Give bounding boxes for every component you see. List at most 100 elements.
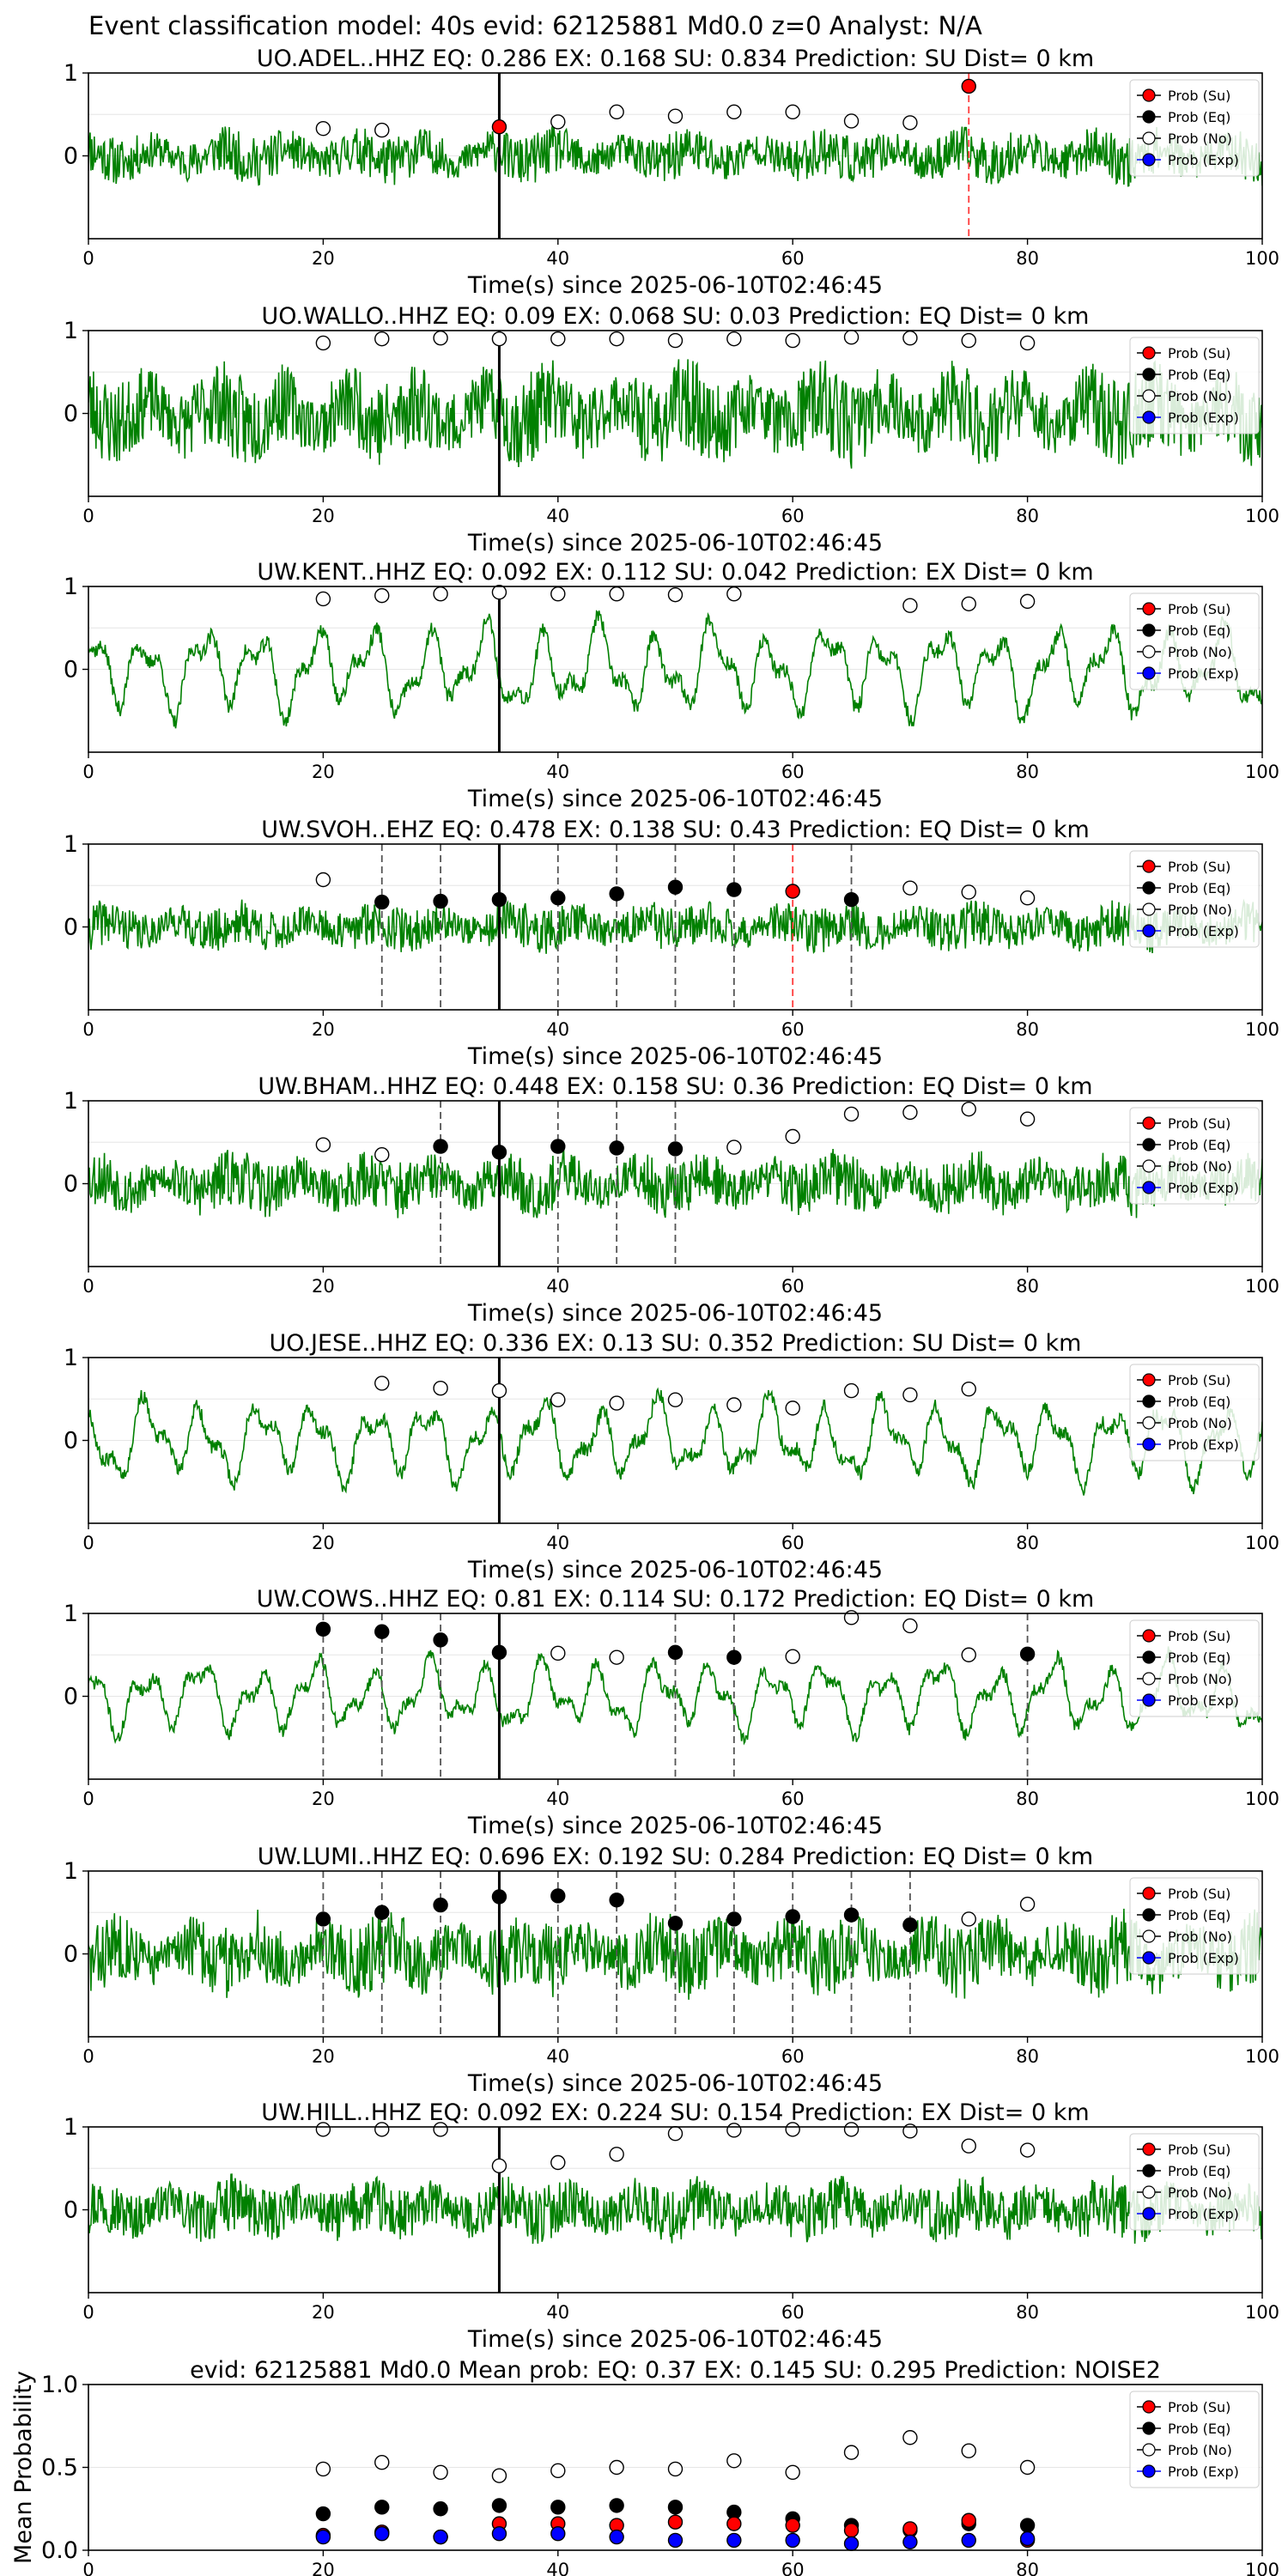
legend-label: Prob (Exp) (1168, 2206, 1239, 2222)
legend-marker-no (1142, 389, 1156, 403)
legend-box (1129, 1364, 1260, 1461)
prob-marker-no (726, 1139, 742, 1155)
mean-prob-marker-eq (609, 2498, 624, 2513)
prob-marker-eq (491, 1644, 507, 1661)
legend-marker-su (1142, 88, 1156, 102)
x-tick-label: 100 (1245, 1789, 1279, 1809)
x-tick-label: 40 (546, 1019, 569, 1040)
panel-title: UW.BHAM..HHZ EQ: 0.448 EX: 0.158 SU: 0.3… (258, 1073, 1092, 1100)
prob-marker-no (550, 1645, 566, 1662)
x-tick-label: 100 (1245, 506, 1279, 526)
prob-marker-no (1019, 890, 1036, 906)
legend: Prob (Su) Prob (Eq) Prob (No) Prob (Exp) (1129, 2391, 1260, 2488)
x-tick-label: 60 (781, 1789, 805, 1809)
prob-marker-no (315, 335, 331, 351)
legend-marker-eq (1142, 368, 1156, 381)
mean-prob-marker-no (491, 2468, 507, 2483)
prob-marker-no (961, 332, 976, 349)
legend-label: Prob (No) (1168, 1671, 1232, 1687)
prob-marker-no (961, 596, 976, 611)
legend-marker-exp (1142, 666, 1156, 680)
waveform-trace (88, 1387, 1262, 1496)
mean-prob-marker-no (315, 2461, 331, 2477)
prob-marker-no (1019, 593, 1036, 610)
prob-marker-eq (491, 891, 507, 908)
y-tick-label: 1 (64, 60, 78, 87)
prob-marker-su (491, 119, 507, 135)
y-tick-label: 0 (64, 1684, 78, 1710)
legend-box (1129, 850, 1260, 948)
x-tick-label: 40 (546, 1533, 569, 1553)
mean-prob-marker-su (961, 2512, 976, 2528)
panel-2: UO.WALLO..HHZ EQ: 0.09 EX: 0.068 SU: 0.0… (64, 303, 1279, 556)
x-tick-label: 0 (82, 1019, 94, 1040)
x-tick-label: 60 (781, 1276, 805, 1297)
legend-marker-exp (1142, 1951, 1156, 1965)
legend-marker-su (1142, 1886, 1156, 1900)
prob-marker-no (902, 598, 918, 613)
mean-prob-marker-exp (667, 2532, 683, 2549)
prob-marker-su (785, 884, 800, 899)
prob-marker-eq (433, 1139, 448, 1154)
panel-7: UW.COWS..HHZ EQ: 0.81 EX: 0.114 SU: 0.17… (64, 1586, 1279, 1839)
legend-label: Prob (Exp) (1168, 2464, 1239, 2480)
mean-prob-marker-no (609, 2459, 624, 2476)
legend-label: Prob (Eq) (1168, 1394, 1230, 1410)
prob-marker-no (550, 586, 566, 602)
x-tick-label: 80 (1016, 2302, 1039, 2323)
legend-label: Prob (No) (1168, 1415, 1232, 1431)
y-tick-label: 1 (64, 831, 78, 858)
mean-prob-marker-exp (433, 2529, 448, 2545)
legend-marker-exp (1142, 1181, 1156, 1194)
prob-marker-eq (667, 1141, 683, 1157)
y-tick-label: 0 (64, 914, 78, 941)
mean-prob-marker-su (902, 2521, 918, 2537)
x-tick-label: 40 (546, 1789, 569, 1809)
legend-marker-exp (1142, 1693, 1156, 1707)
x-tick-label: 0 (82, 2046, 94, 2067)
prob-marker-no (550, 1392, 566, 1407)
prob-marker-no (961, 1101, 976, 1117)
prob-marker-eq (843, 891, 860, 908)
legend-box (1129, 1877, 1260, 1975)
legend-label: Prob (Exp) (1168, 1437, 1239, 1453)
legend-marker-exp (1142, 924, 1156, 938)
prob-marker-no (667, 1392, 683, 1407)
legend-marker-no (1142, 131, 1156, 145)
prob-marker-no (961, 2138, 976, 2154)
prob-marker-no (1019, 1896, 1036, 1912)
prob-marker-no (1019, 2142, 1036, 2158)
legend-label: Prob (Su) (1168, 1886, 1230, 1902)
prob-marker-no (902, 1618, 918, 1634)
prob-marker-su (961, 78, 976, 94)
x-tick-label: 0 (82, 2560, 94, 2576)
mean-prob-marker-no (550, 2463, 566, 2479)
y-tick-label: 1 (64, 574, 78, 600)
prob-marker-no (961, 1647, 976, 1662)
x-tick-label: 0 (82, 1276, 94, 1297)
legend-label: Prob (Exp) (1168, 410, 1239, 426)
y-tick-label: 0 (64, 657, 78, 683)
legend-marker-eq (1142, 1394, 1156, 1408)
x-tick-label: 60 (781, 2046, 805, 2067)
legend-marker-su (1142, 860, 1156, 873)
prob-marker-no (374, 122, 390, 138)
x-tick-label: 100 (1245, 2560, 1279, 2576)
legend-label: Prob (Exp) (1168, 665, 1239, 682)
x-tick-label: 40 (546, 2046, 569, 2067)
prob-marker-no (315, 591, 331, 607)
legend-label: Prob (No) (1168, 131, 1232, 147)
legend-marker-no (1142, 2185, 1156, 2199)
prob-marker-no (667, 108, 683, 124)
panel-title: UW.KENT..HHZ EQ: 0.092 EX: 0.112 SU: 0.0… (257, 559, 1093, 586)
prob-marker-no (609, 104, 624, 120)
prob-marker-eq (374, 1905, 390, 1920)
prob-marker-no (550, 2154, 566, 2171)
y-axis-label: Mean Probability (10, 2371, 37, 2564)
mean-prob-marker-su (785, 2518, 800, 2533)
legend-marker-su (1142, 1373, 1156, 1387)
prob-marker-no (433, 330, 448, 346)
prob-marker-no (315, 1137, 331, 1152)
legend-marker-exp (1142, 410, 1156, 424)
y-tick-label: 1 (64, 1345, 78, 1371)
